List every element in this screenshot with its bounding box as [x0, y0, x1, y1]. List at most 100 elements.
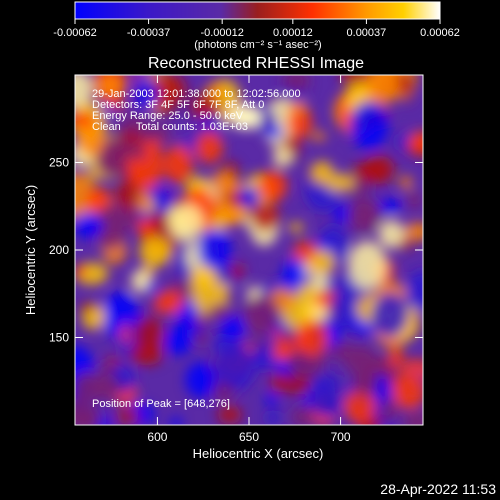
heatmap-cell [403, 411, 423, 425]
heatmap-cell [131, 269, 150, 293]
heatmap-cell [250, 201, 280, 232]
heatmap-cell [238, 186, 260, 208]
colorbar-tick-label: -0.00062 [53, 27, 96, 39]
heatmap-cell [75, 111, 96, 129]
heatmap-cell [80, 302, 94, 313]
heatmap-cell [137, 191, 151, 210]
heatmap-cell [282, 75, 310, 93]
heatmap-cell [407, 190, 422, 210]
colorbar: -0.00062 -0.00037 -0.00012 0.00012 0.00037 0.… [53, 1, 460, 51]
heatmap-cell [136, 218, 155, 238]
heatmap-cell [151, 75, 187, 106]
heatmap-cell [164, 326, 193, 356]
heatmap-cell [272, 146, 293, 168]
y-tick-label: 200 [49, 243, 69, 257]
heatmap-cell [243, 294, 279, 335]
heatmap-cell [185, 361, 218, 398]
heatmap-cell [265, 392, 278, 407]
annotation-clean-counts: Clean Total counts: 1.03E+03 [92, 121, 248, 133]
peak-region [229, 105, 262, 129]
colorbar-tick-label: 0.00062 [420, 27, 460, 39]
heatmap-cell [210, 171, 236, 191]
y-axis-label: Heliocentric Y (arcsec) [23, 185, 38, 315]
heatmap-cell [352, 162, 384, 181]
heatmap-cell [195, 130, 224, 164]
heatmap-cell [75, 264, 87, 277]
annotation-energy-range: Energy Range: 25.0 - 50.0 keV [92, 110, 244, 122]
heatmap-cell [266, 410, 281, 425]
heatmap-cell [343, 345, 377, 374]
heatmap-cell [286, 106, 313, 139]
annotation-peak-position: Position of Peak = [648,276] [92, 398, 230, 410]
x-tick-label: 600 [147, 430, 167, 444]
heatmap-cell [190, 92, 221, 122]
heatmap-cell [378, 219, 405, 249]
heatmap-cell [379, 198, 402, 214]
colorbar-tick-label: -0.00012 [200, 27, 243, 39]
heatmap-cell [408, 130, 423, 154]
heatmap-cell [349, 101, 389, 150]
colorbar-units: (photons cm⁻² s⁻¹ asec⁻²) [194, 39, 321, 51]
heatmap-cell [406, 270, 423, 313]
heatmap-cell [291, 405, 313, 425]
heatmap-cell [296, 320, 329, 357]
heatmap-cell [272, 345, 290, 361]
colorbar-tick-label: 0.00037 [347, 27, 387, 39]
colorbar-tick-label: -0.00037 [127, 27, 170, 39]
heatmap-cell [379, 399, 398, 423]
heatmap-cell [148, 124, 172, 142]
x-tick-label: 650 [239, 430, 259, 444]
x-axis-label: Heliocentric X (arcsec) [193, 446, 324, 461]
heatmap-cell [286, 100, 307, 114]
heatmap-cell [404, 222, 423, 242]
heatmap-cell [216, 344, 256, 389]
heatmap-cell [365, 75, 399, 104]
heatmap-cell [311, 271, 328, 292]
heatmap-cell [139, 237, 172, 267]
heatmap-cell [86, 170, 100, 180]
colorbar-gradient [75, 2, 440, 19]
y-tick-label: 250 [49, 156, 69, 170]
annotation-detectors: Detectors: 3F 4F 5F 6F 7F 8F, Att 0 [92, 99, 264, 111]
heatmap-cell [168, 203, 204, 242]
colorbar-frame [74, 1, 441, 20]
heatmap-cell [343, 387, 377, 424]
heatmap-cell [94, 204, 128, 251]
heatmap-cell [110, 101, 125, 111]
heatmap-cell [154, 289, 184, 315]
annotation-time-range: 29-Jan-2003 12:01:38.000 to 12:02:56.000 [92, 88, 301, 100]
heatmap-cell [194, 331, 208, 345]
heatmap-cell [75, 212, 103, 239]
heatmap-cell [75, 371, 102, 405]
heatmap-cell [133, 316, 164, 354]
heatmap-cell [348, 240, 387, 290]
heatmap-cell [328, 291, 358, 332]
heatmap-cell [219, 314, 246, 341]
heatmap-cell [353, 371, 377, 396]
axis-ticks: 600 650 700 150 200 250 [49, 75, 423, 444]
heatmap-cell [212, 334, 246, 355]
heatmap-cell [95, 75, 124, 97]
heatmap-cell [310, 249, 335, 276]
heatmap-cell [194, 314, 209, 325]
heatmap-cell [399, 175, 413, 189]
heatmap-cell [96, 373, 120, 401]
heatmap-cell [392, 373, 423, 410]
heatmap-cell [347, 198, 382, 233]
heatmap-cell [324, 173, 355, 192]
heatmap-image [75, 75, 423, 425]
heatmap-cell [253, 343, 280, 369]
heatmap-cell [163, 144, 194, 184]
heatmap-cell [282, 257, 307, 290]
x-tick-label: 700 [331, 430, 351, 444]
heatmap-cell [230, 264, 243, 281]
heatmap-cell [205, 83, 226, 99]
heatmap-cell [135, 79, 159, 110]
heatmap-cell [197, 228, 231, 271]
heatmap-cell [311, 161, 334, 184]
heatmap-cell [270, 372, 287, 393]
heatmap-cell [76, 121, 105, 157]
heatmap-cell [310, 131, 327, 141]
heatmap-cell [116, 409, 140, 424]
